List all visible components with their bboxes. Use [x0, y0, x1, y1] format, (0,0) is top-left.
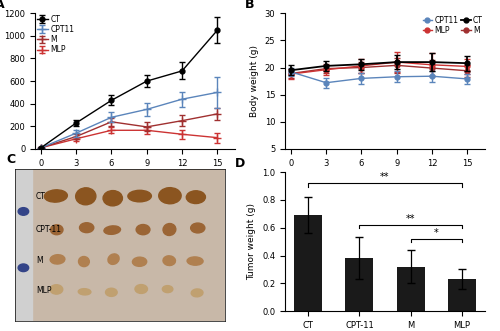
Ellipse shape — [191, 289, 203, 297]
X-axis label: Time (d): Time (d) — [114, 173, 156, 183]
Ellipse shape — [78, 289, 91, 295]
Text: **: ** — [380, 172, 390, 182]
Bar — [294, 215, 322, 311]
Ellipse shape — [50, 285, 63, 294]
Text: M: M — [36, 256, 43, 265]
Ellipse shape — [44, 190, 68, 202]
Text: A: A — [0, 0, 4, 11]
Text: MLP: MLP — [36, 286, 52, 295]
Y-axis label: Body weight (g): Body weight (g) — [250, 45, 259, 117]
Bar — [396, 267, 424, 311]
Text: B: B — [245, 0, 254, 11]
Text: CT: CT — [36, 192, 46, 201]
Ellipse shape — [128, 190, 152, 202]
Ellipse shape — [104, 226, 120, 234]
Text: CPT-11: CPT-11 — [36, 225, 62, 234]
Ellipse shape — [158, 188, 181, 204]
Ellipse shape — [50, 255, 65, 264]
X-axis label: Time (d): Time (d) — [364, 173, 406, 183]
Ellipse shape — [135, 285, 147, 293]
Legend: CPT11, MLP, CT, M: CPT11, MLP, CT, M — [423, 16, 482, 35]
Ellipse shape — [163, 223, 176, 235]
Ellipse shape — [190, 223, 205, 233]
Ellipse shape — [186, 191, 206, 204]
Bar — [448, 279, 476, 311]
Ellipse shape — [50, 225, 63, 235]
Circle shape — [18, 208, 28, 215]
Ellipse shape — [136, 224, 150, 235]
Text: D: D — [235, 157, 245, 169]
Bar — [15, 169, 32, 321]
Ellipse shape — [163, 256, 175, 265]
Ellipse shape — [162, 286, 173, 293]
Circle shape — [18, 264, 28, 271]
Y-axis label: Tumor weight (g): Tumor weight (g) — [248, 203, 256, 280]
Ellipse shape — [80, 223, 94, 233]
Ellipse shape — [103, 191, 122, 206]
Ellipse shape — [106, 288, 117, 296]
Ellipse shape — [78, 257, 90, 266]
Ellipse shape — [76, 188, 96, 205]
Ellipse shape — [187, 257, 203, 265]
Ellipse shape — [108, 254, 119, 264]
Ellipse shape — [132, 257, 146, 266]
Legend: CT, CPT11, M, MLP: CT, CPT11, M, MLP — [36, 15, 74, 54]
Text: C: C — [6, 153, 16, 166]
Bar — [346, 258, 374, 311]
Text: *: * — [434, 228, 438, 238]
Text: **: ** — [406, 214, 415, 224]
